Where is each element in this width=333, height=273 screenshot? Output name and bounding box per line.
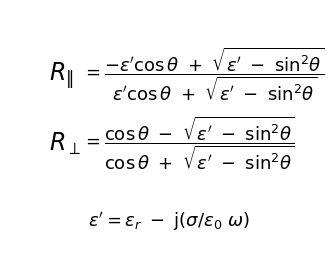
Text: $=\dfrac{\cos\theta\ -\ \sqrt{\varepsilon'\ -\ \sin^2\!\theta}}{\cos\theta\ +\ \: $=\dfrac{\cos\theta\ -\ \sqrt{\varepsilo…	[82, 115, 294, 173]
Text: $R_{\perp}$: $R_{\perp}$	[49, 131, 82, 157]
Text: $=\dfrac{-\varepsilon'\cos\theta\ +\ \sqrt{\varepsilon'\ -\ \sin^2\!\theta}}{\va: $=\dfrac{-\varepsilon'\cos\theta\ +\ \sq…	[82, 46, 324, 104]
Text: $\varepsilon' = \varepsilon_r\ -\ \mathrm{j}(\sigma/\varepsilon_0\ \omega)$: $\varepsilon' = \varepsilon_r\ -\ \mathr…	[88, 210, 250, 233]
Text: $R_{\|}$: $R_{\|}$	[49, 60, 74, 90]
